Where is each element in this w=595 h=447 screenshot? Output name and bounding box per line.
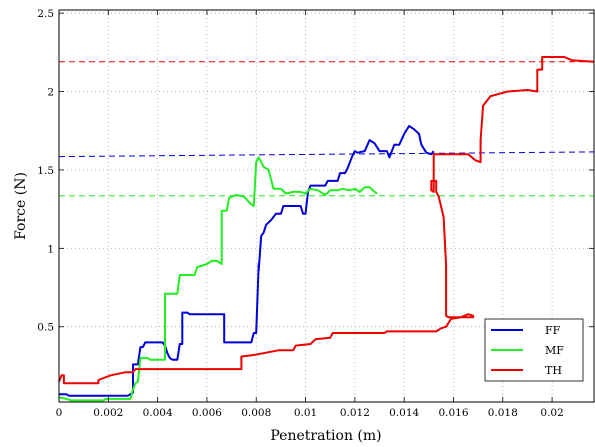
legend: FF MF TH: [484, 318, 584, 382]
x-tick-label: 0.014: [389, 407, 419, 419]
x-tick-label: 0.006: [192, 407, 222, 419]
y-tick-label: 1: [47, 243, 54, 255]
x-axis-title: Penetration (m): [270, 428, 381, 444]
x-tick-label: 0.002: [93, 407, 123, 419]
y-tick-label: 1.5: [37, 165, 54, 177]
legend-label-th: TH: [545, 364, 562, 377]
legend-label-mf: MF: [545, 344, 564, 357]
y-axis-title: Force (N): [13, 172, 29, 240]
x-tick-label: 0.008: [241, 407, 271, 419]
reference-line-ff: [58, 151, 595, 158]
x-tick-label: 0.01: [294, 407, 317, 419]
plot-frame: [58, 9, 595, 403]
y-tick-label: 2.5: [37, 8, 54, 20]
reference-lines: [58, 61, 595, 197]
legend-label-ff: FF: [545, 324, 561, 337]
x-tick-label: 0: [56, 407, 63, 419]
x-tick-label: 0.012: [340, 407, 370, 419]
series-line-mf: [58, 156, 378, 402]
series-line-th: [58, 56, 595, 385]
x-tick-label: 0.016: [438, 407, 468, 419]
data-series: [58, 56, 595, 402]
x-tick-label: 0.004: [143, 407, 173, 419]
x-tick-label: 0.02: [540, 407, 563, 419]
y-tick-label: 0.5: [37, 322, 54, 334]
y-tick-label: 2: [47, 87, 54, 99]
axis-ticks: 0 0.002 0.004 0.006 0.008 0.01 0.012 0.014 0.016…: [37, 8, 594, 419]
x-tick-label: 0.018: [488, 407, 518, 419]
